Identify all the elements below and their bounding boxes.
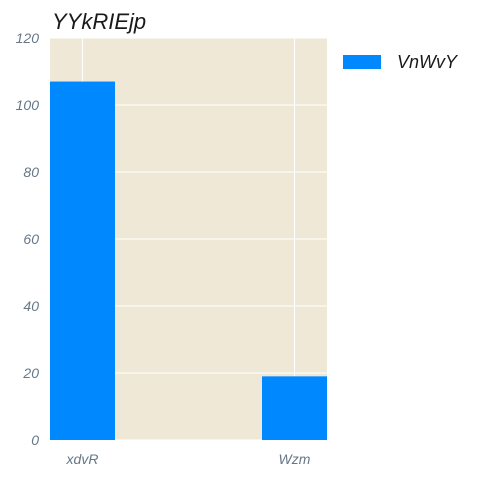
y-axis-ticks: 0 20 40 60 80 100 120 [16,30,40,448]
legend: VnWvY [343,52,459,72]
y-tick-label: 0 [31,432,39,448]
y-tick-label: 100 [16,97,40,113]
chart-title: YYkRIEjp [52,9,146,34]
x-tick-label: xdvR [66,451,99,467]
y-tick-label: 20 [22,365,39,381]
bars [50,81,327,441]
y-tick-label: 40 [23,298,39,314]
legend-swatch [343,55,381,69]
legend-label: VnWvY [397,52,459,72]
bar-Wzm [262,376,327,440]
y-tick-label: 60 [23,231,39,247]
x-axis-ticks: xdvR Wzm [66,451,311,467]
y-tick-label: 120 [16,30,40,46]
x-tick-label: Wzm [279,451,311,467]
y-tick-label: 80 [23,164,39,180]
bar-xdvR [50,81,115,441]
